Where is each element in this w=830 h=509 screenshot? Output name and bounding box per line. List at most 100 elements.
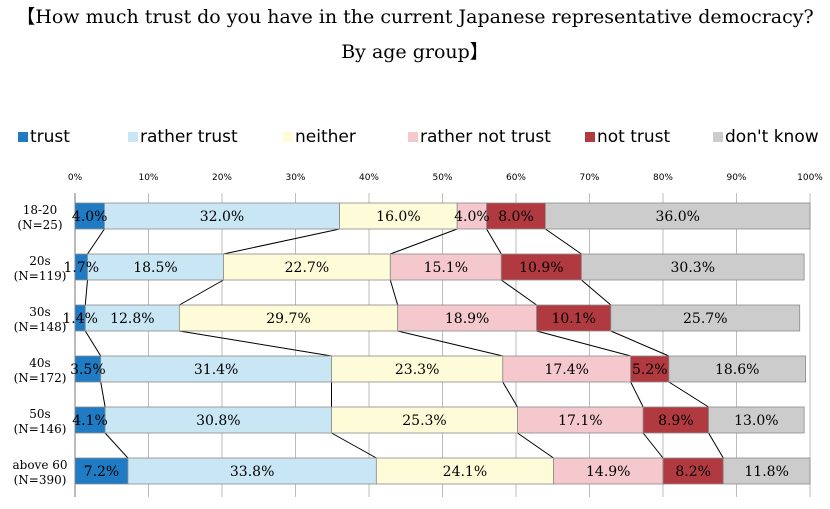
bar-segment <box>74 355 102 383</box>
series-line <box>331 432 377 459</box>
data-label: 4.0% <box>72 209 108 225</box>
series-line <box>545 228 582 255</box>
bar-segment <box>104 406 332 434</box>
x-tick-label: 80% <box>653 173 673 183</box>
bar-segment <box>536 304 612 332</box>
data-label: 8.0% <box>498 209 534 225</box>
chart-legend: trust rather trust neither rather not trust… <box>8 127 828 149</box>
bar-segment <box>339 202 458 230</box>
data-label: 18.5% <box>133 260 177 276</box>
bar-segment <box>74 202 105 230</box>
bar-segment <box>127 457 377 485</box>
x-tick-label: 30% <box>285 173 305 183</box>
legend-label: trust <box>30 127 70 147</box>
legend-swatch <box>128 132 138 142</box>
data-label: 18.9% <box>445 311 489 327</box>
series-line <box>536 330 631 357</box>
category-n-label: (N=172) <box>14 371 67 385</box>
bar-segment <box>642 406 709 434</box>
series-line <box>104 432 129 459</box>
data-label: 8.2% <box>675 464 711 480</box>
bar-segment <box>375 457 554 485</box>
x-tick-label: 90% <box>726 173 746 183</box>
bar-segment <box>486 202 546 230</box>
data-label: 30.3% <box>671 260 715 276</box>
series-line <box>610 330 670 357</box>
data-label: 14.9% <box>586 464 630 480</box>
bar-segment <box>553 457 664 485</box>
legend-swatch <box>585 132 595 142</box>
bar-segment <box>331 406 518 434</box>
category-n-label: (N=25) <box>17 218 62 232</box>
series-line <box>502 381 518 408</box>
bar-segment <box>84 304 180 332</box>
data-label: 17.4% <box>544 362 588 378</box>
bar-segment <box>500 253 582 281</box>
data-label: 5.2% <box>632 362 668 378</box>
data-label: 16.0% <box>376 209 420 225</box>
category-label: 20s <box>29 254 50 268</box>
data-label: 24.1% <box>443 464 487 480</box>
data-label: 36.0% <box>655 209 699 225</box>
series-line <box>581 279 612 306</box>
bar-segment <box>456 202 488 230</box>
data-label: 25.3% <box>402 413 446 429</box>
series-line <box>100 381 106 408</box>
data-label: 13.0% <box>734 413 778 429</box>
series-line <box>486 228 502 255</box>
category-n-label: (N=390) <box>14 473 67 487</box>
legend-label: neither <box>295 127 356 147</box>
category-label: 40s <box>29 356 50 370</box>
legend-label: rather trust <box>140 127 238 147</box>
legend-item: rather not trust <box>408 127 551 147</box>
legend-item: rather trust <box>128 127 238 147</box>
bar-segment <box>104 202 340 230</box>
bar-segment <box>87 253 224 281</box>
series-line <box>708 432 724 459</box>
data-label: 15.1% <box>424 260 468 276</box>
category-n-label: (N=146) <box>14 422 67 436</box>
bar-segment <box>722 457 811 485</box>
x-tick-label: 0% <box>68 173 83 183</box>
data-label: 3.5% <box>70 362 106 378</box>
data-label: 10.1% <box>551 311 595 327</box>
data-label: 33.8% <box>230 464 274 480</box>
x-tick-label: 10% <box>138 173 158 183</box>
data-label: 7.2% <box>84 464 120 480</box>
data-label: 17.1% <box>558 413 602 429</box>
data-label: 1.4% <box>62 311 98 327</box>
series-line <box>179 279 224 306</box>
series-line <box>397 330 503 357</box>
data-label: 31.4% <box>194 362 238 378</box>
bar-segment <box>545 202 811 230</box>
data-label: 1.7% <box>63 260 99 276</box>
category-n-label: (N=148) <box>14 320 67 334</box>
series-line <box>630 381 644 408</box>
data-label: 32.0% <box>200 209 244 225</box>
data-label: 23.3% <box>395 362 439 378</box>
legend-label: rather not trust <box>420 127 551 147</box>
legend-item: trust <box>18 127 70 147</box>
bar-segment <box>708 406 805 434</box>
data-label: 4.0% <box>454 209 490 225</box>
series-line <box>84 279 88 306</box>
data-label: 11.8% <box>744 464 788 480</box>
data-label: 29.7% <box>266 311 310 327</box>
legend-swatch <box>18 132 28 142</box>
x-tick-label: 50% <box>432 173 452 183</box>
legend-swatch <box>283 132 293 142</box>
series-line <box>642 432 664 459</box>
legend-item: neither <box>283 127 356 147</box>
chart-title-line-2: By age group】 <box>341 41 489 63</box>
bar-segment <box>610 304 801 332</box>
x-tick-label: 100% <box>797 173 823 183</box>
series-line <box>668 381 709 408</box>
category-label: 18-20 <box>23 203 58 217</box>
category-label: 30s <box>29 305 50 319</box>
series-line <box>87 228 105 255</box>
series-line <box>517 432 554 459</box>
data-label: 8.9% <box>658 413 694 429</box>
series-line <box>501 279 537 306</box>
series-line <box>390 228 458 255</box>
